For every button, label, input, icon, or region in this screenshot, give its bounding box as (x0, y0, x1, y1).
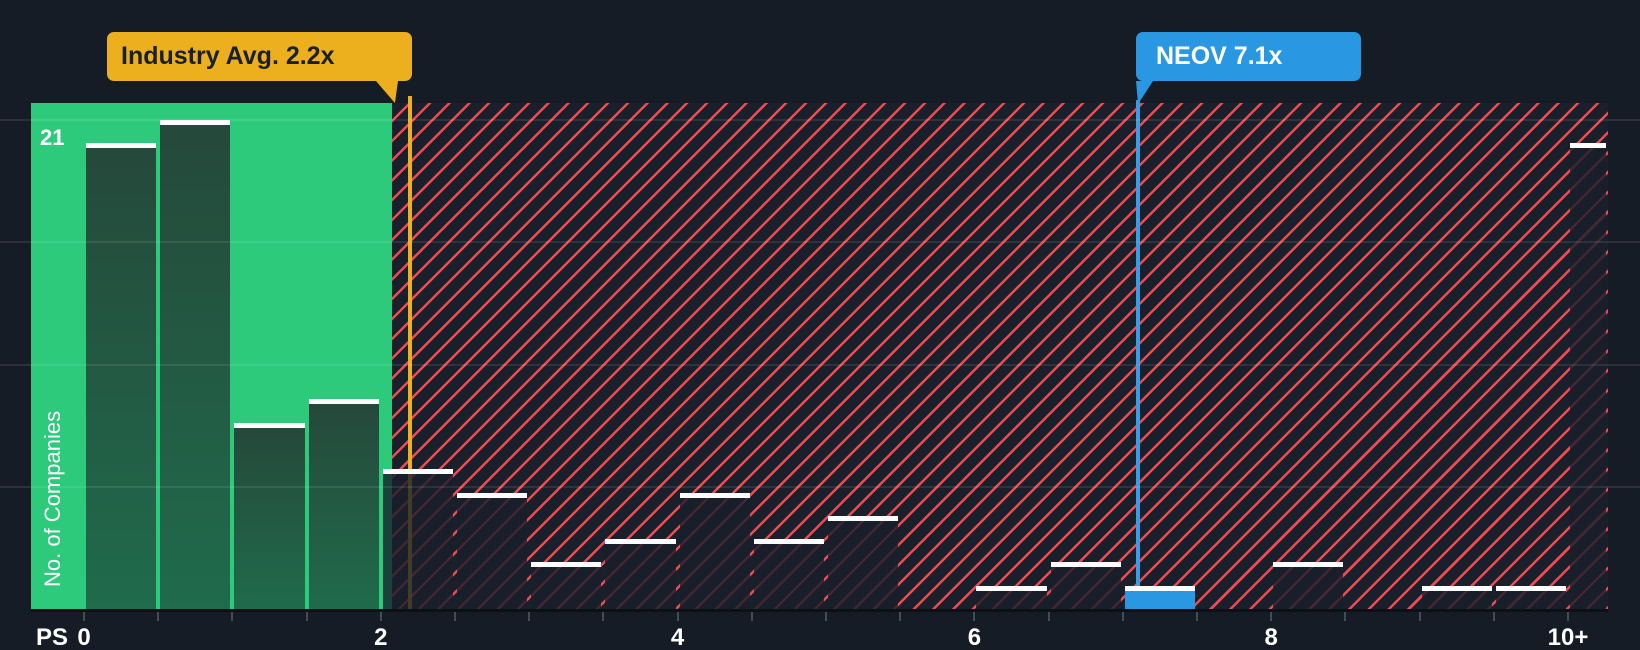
company-bar[interactable] (1124, 586, 1195, 609)
industry-flag-pointer-icon (376, 81, 398, 103)
histogram-bar[interactable] (160, 120, 231, 609)
x-tick (750, 612, 753, 621)
histogram-bar[interactable] (679, 493, 750, 609)
x-tick (231, 612, 234, 621)
histogram-bar[interactable] (234, 423, 305, 609)
y-axis-title: No. of Companies (40, 410, 65, 588)
gridline (0, 364, 1640, 366)
industry-average-flag-label: Industry Avg. 2.2x (121, 42, 335, 70)
x-tick-label: 4 (670, 624, 685, 650)
histogram-bar[interactable] (382, 469, 453, 609)
x-tick (899, 612, 902, 621)
company-flag: NEOV 7.1x (1136, 32, 1361, 104)
x-tick (528, 612, 531, 621)
x-tick-label: 2 (374, 624, 388, 650)
histogram-bar[interactable] (531, 562, 602, 609)
x-tick (1418, 612, 1421, 621)
histogram-bar[interactable] (976, 586, 1047, 609)
x-tick-label: 0 (77, 624, 91, 650)
histogram-bar[interactable] (1050, 562, 1121, 609)
histogram-bar[interactable] (1421, 586, 1492, 609)
x-tick (1344, 612, 1347, 621)
industry-average-line (408, 96, 412, 609)
above-industry-average-hatched-zone (392, 103, 1608, 609)
x-axis-unit-label: PS (36, 624, 69, 650)
histogram-bar[interactable] (1273, 562, 1344, 609)
x-tick (825, 612, 827, 621)
gridline (0, 119, 1640, 121)
x-tick (973, 612, 976, 621)
histogram-bar[interactable] (86, 143, 157, 609)
histogram-bar[interactable] (1570, 143, 1606, 609)
x-tick (1047, 612, 1050, 621)
y-axis-max-value: 21 (40, 125, 65, 150)
histogram-bar[interactable] (1495, 586, 1566, 609)
company-flag-label: NEOV 7.1x (1156, 42, 1283, 70)
x-tick (83, 612, 85, 621)
histogram-bar[interactable] (828, 516, 899, 609)
x-tick (602, 612, 605, 621)
x-tick (1270, 612, 1273, 621)
x-tick (676, 612, 679, 621)
company-value-line (1136, 100, 1140, 586)
gridline (0, 241, 1640, 243)
x-axis-baseline (31, 609, 1608, 612)
histogram-bar[interactable] (457, 493, 528, 609)
histogram-bar[interactable] (753, 539, 824, 609)
x-tick-label: 8 (1264, 624, 1278, 650)
x-tick (379, 612, 382, 621)
x-tick (1567, 612, 1569, 621)
x-tick (305, 612, 308, 621)
x-tick (1196, 612, 1198, 621)
x-tick (1121, 612, 1124, 621)
x-tick-label: 10+ (1547, 624, 1589, 650)
x-tick (454, 612, 456, 621)
x-tick-label: 6 (967, 624, 982, 650)
industry-average-flag: Industry Avg. 2.2x (107, 32, 412, 103)
histogram-bar[interactable] (605, 539, 676, 609)
x-tick (1492, 612, 1495, 621)
gridline (0, 486, 1640, 488)
x-tick (157, 612, 160, 621)
company-flag-pointer-icon (1136, 81, 1153, 104)
histogram-bar[interactable] (308, 399, 379, 609)
